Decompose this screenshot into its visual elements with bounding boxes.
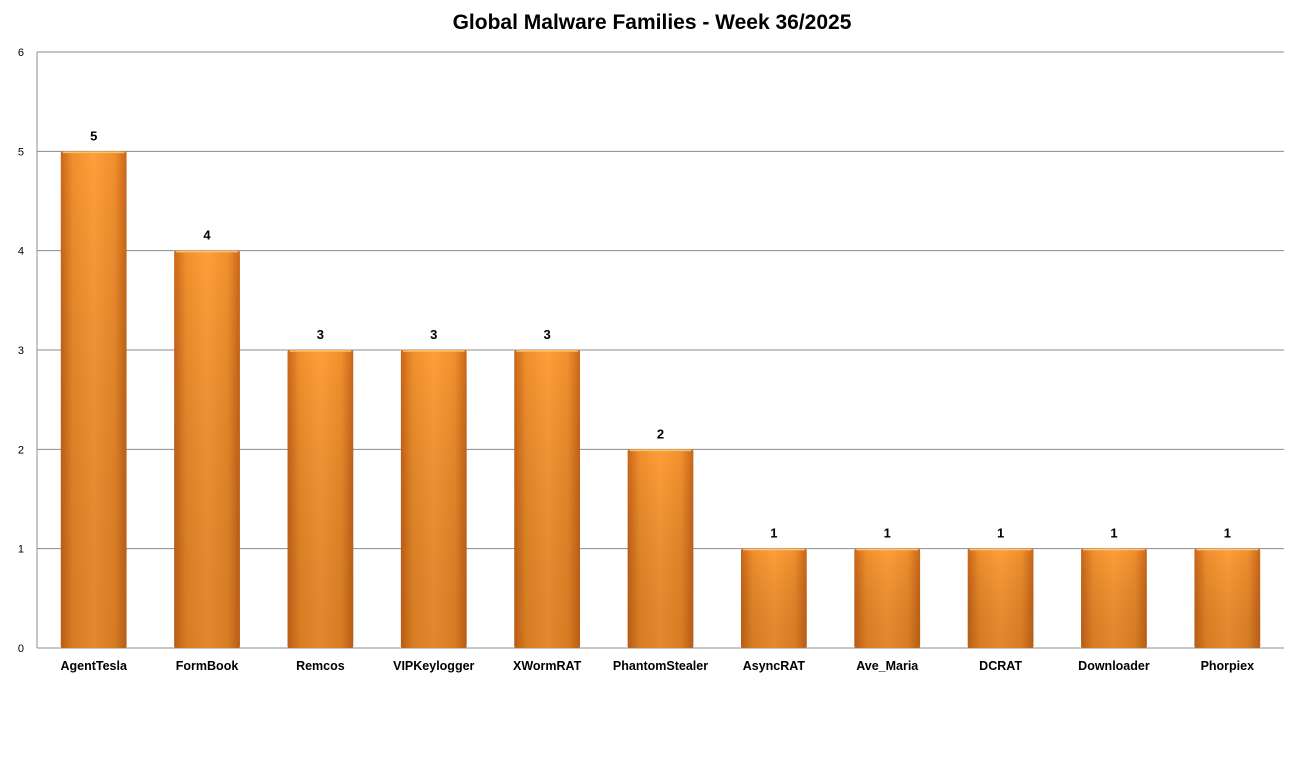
y-tick-label: 4	[18, 246, 24, 258]
data-label: 5	[90, 128, 97, 143]
x-tick-label: Ave_Maria	[856, 659, 919, 673]
y-tick-label: 2	[18, 444, 24, 456]
bar-shade	[174, 250, 240, 648]
chart-title: Global Malware Families - Week 36/2025	[452, 11, 852, 34]
y-tick-label: 3	[18, 345, 24, 357]
bar-shade	[627, 449, 694, 648]
x-tick-label: Phorpiex	[1201, 659, 1255, 673]
x-tick-label: Downloader	[1078, 659, 1150, 673]
data-label: 3	[544, 327, 551, 342]
x-tick-label: AgentTesla	[60, 659, 127, 673]
x-tick-label: FormBook	[176, 659, 239, 673]
bar-shade	[60, 151, 127, 649]
bar-shade	[400, 350, 467, 648]
bar-shade	[1081, 548, 1147, 648]
data-label: 1	[997, 526, 1004, 541]
labels: 0 1 2 3 4 5 6 5 AgentTesla 4 FormBook 3 Remcos 3 VIPKe…	[18, 47, 1254, 673]
x-tick-label: XWormRAT	[513, 659, 582, 673]
y-tick-label: 1	[18, 544, 24, 556]
y-tick-label: 0	[18, 643, 24, 655]
bar-shade	[1194, 548, 1261, 648]
data-label: 2	[657, 426, 664, 441]
bar-shade	[287, 350, 354, 648]
bar-shade	[740, 548, 807, 648]
data-label: 4	[203, 228, 211, 243]
data-label: 3	[317, 327, 324, 342]
x-tick-label: DCRAT	[979, 659, 1022, 673]
data-label: 1	[1110, 526, 1117, 541]
data-label: 1	[1224, 526, 1231, 541]
x-tick-label: PhantomStealer	[613, 659, 708, 673]
bar-shade	[514, 350, 581, 648]
bars	[60, 151, 1261, 649]
y-tick-label: 5	[18, 146, 24, 158]
data-label: 1	[884, 526, 891, 541]
data-label: 3	[430, 327, 437, 342]
y-tick-label: 6	[18, 47, 24, 59]
x-tick-label: VIPKeylogger	[393, 659, 474, 673]
x-tick-label: AsyncRAT	[743, 659, 806, 673]
bar-shade	[967, 548, 1034, 648]
bar-shade	[854, 548, 921, 648]
x-tick-label: Remcos	[296, 659, 345, 673]
data-label: 1	[770, 526, 777, 541]
